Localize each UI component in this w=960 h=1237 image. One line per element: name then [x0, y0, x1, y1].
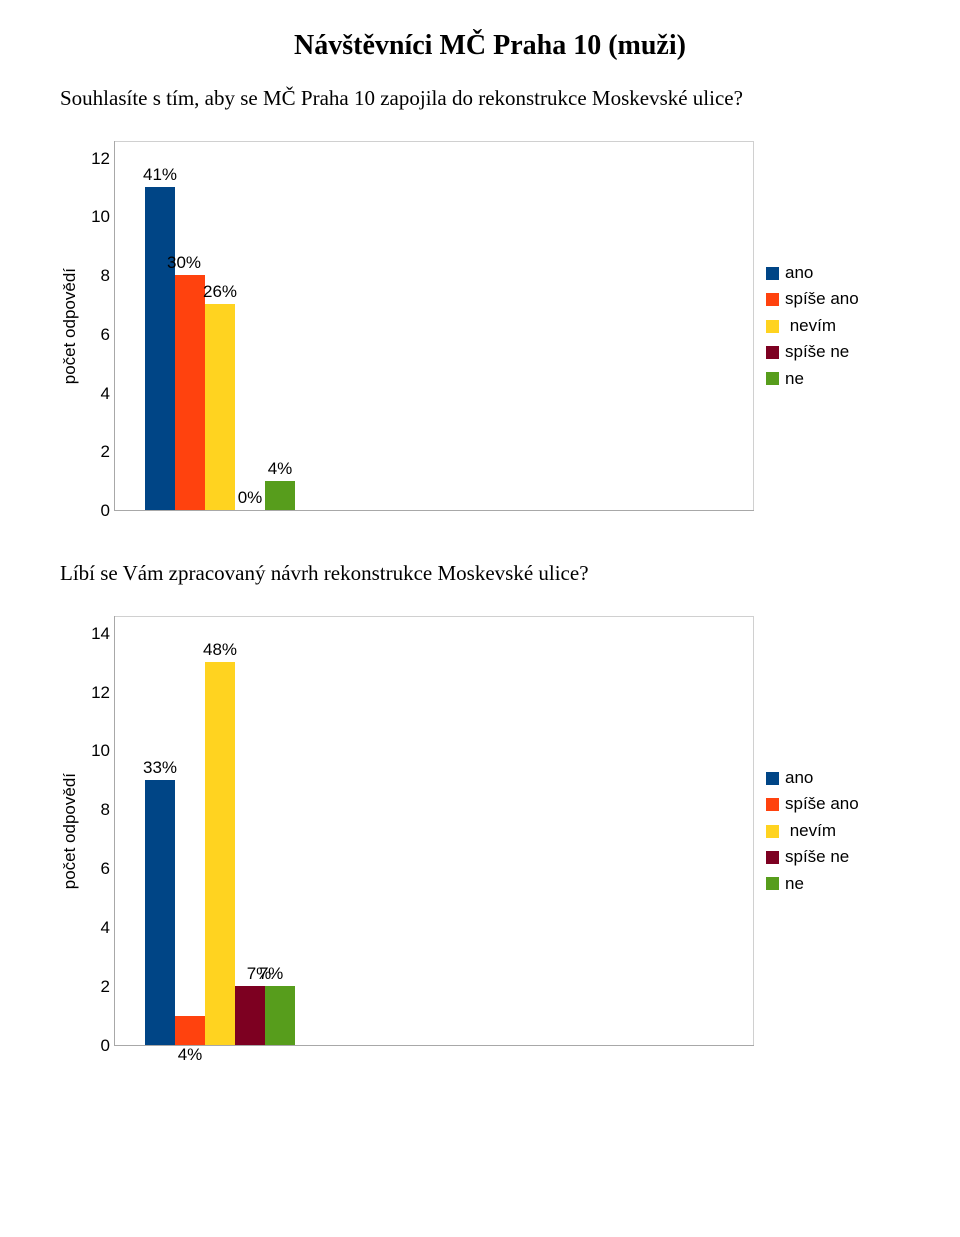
legend-label: spíše ano	[785, 286, 859, 312]
bar-label: 26%	[203, 282, 237, 302]
bar-label: 48%	[203, 640, 237, 660]
legend-swatch	[766, 293, 779, 306]
bar-label: 33%	[143, 758, 177, 778]
ytick: 8	[86, 800, 114, 820]
legend-swatch	[766, 772, 779, 785]
bar-ne: 7%	[265, 986, 295, 1045]
ytick: 0	[86, 501, 114, 521]
legend-label: ne	[785, 871, 804, 897]
bar-ano: 33%	[145, 780, 175, 1045]
ytick: 4	[86, 384, 114, 404]
ytick: 12	[86, 149, 114, 169]
bar-label: 4%	[178, 1045, 203, 1065]
chart-1: počet odpovědí 024681012 41%30%26%0%4% a…	[60, 141, 920, 511]
ytick: 6	[86, 325, 114, 345]
page: Návštěvníci MČ Praha 10 (muži) Souhlasít…	[0, 0, 960, 1116]
legend-item: nevím	[766, 313, 859, 339]
chart-2-ylabel: počet odpovědí	[60, 773, 80, 889]
ytick: 4	[86, 918, 114, 938]
legend-item: spíše ano	[766, 286, 859, 312]
ytick: 10	[86, 741, 114, 761]
ytick: 10	[86, 207, 114, 227]
bar-spíše-ano: 4%	[175, 1016, 205, 1045]
bar-nevím: 48%	[205, 662, 235, 1045]
chart-1-bars: 41%30%26%0%4%	[145, 187, 295, 510]
ytick: 12	[86, 683, 114, 703]
legend-item: ne	[766, 366, 859, 392]
legend-label: spíše ne	[785, 339, 849, 365]
legend-swatch	[766, 851, 779, 864]
ytick: 2	[86, 977, 114, 997]
legend-label: ano	[785, 765, 813, 791]
chart-1-ylabel: počet odpovědí	[60, 268, 80, 384]
chart-1-legend: anospíše ano nevímspíše nene	[766, 260, 859, 392]
legend-item: nevím	[766, 818, 859, 844]
ytick: 2	[86, 442, 114, 462]
question-2: Líbí se Vám zpracovaný návrh rekonstrukc…	[60, 561, 920, 586]
legend-item: ano	[766, 260, 859, 286]
chart-2: počet odpovědí 02468101214 33%4%48%7%7% …	[60, 616, 920, 1046]
legend-item: ano	[766, 765, 859, 791]
chart-2-bars: 33%4%48%7%7%	[145, 662, 295, 1045]
legend-label: nevím	[785, 313, 836, 339]
legend-item: spíše ne	[766, 844, 859, 870]
ytick: 14	[86, 624, 114, 644]
legend-label: ano	[785, 260, 813, 286]
page-title: Návštěvníci MČ Praha 10 (muži)	[60, 30, 920, 62]
legend-swatch	[766, 798, 779, 811]
chart-2-plot: 33%4%48%7%7%	[114, 616, 754, 1046]
question-1: Souhlasíte s tím, aby se MČ Praha 10 zap…	[60, 86, 920, 111]
chart-1-yaxis: 024681012	[86, 141, 114, 511]
bar-label: 7%	[259, 964, 284, 984]
chart-2-legend: anospíše ano nevímspíše nene	[766, 765, 859, 897]
ytick: 0	[86, 1036, 114, 1056]
legend-label: ne	[785, 366, 804, 392]
legend-swatch	[766, 825, 779, 838]
legend-item: spíše ne	[766, 339, 859, 365]
legend-label: spíše ne	[785, 844, 849, 870]
bar-ne: 4%	[265, 481, 295, 510]
chart-1-plot: 41%30%26%0%4%	[114, 141, 754, 511]
legend-swatch	[766, 877, 779, 890]
ytick: 8	[86, 266, 114, 286]
bar-ano: 41%	[145, 187, 175, 510]
legend-swatch	[766, 320, 779, 333]
legend-swatch	[766, 267, 779, 280]
legend-swatch	[766, 346, 779, 359]
legend-label: nevím	[785, 818, 836, 844]
bar-nevím: 26%	[205, 304, 235, 510]
legend-label: spíše ano	[785, 791, 859, 817]
chart-2-yaxis: 02468101214	[86, 616, 114, 1046]
bar-label: 0%	[238, 488, 263, 508]
bar-label: 41%	[143, 165, 177, 185]
legend-item: ne	[766, 871, 859, 897]
legend-swatch	[766, 372, 779, 385]
bar-label: 30%	[167, 253, 201, 273]
bar-spíše-ano: 30%	[175, 275, 205, 510]
legend-item: spíše ano	[766, 791, 859, 817]
ytick: 6	[86, 859, 114, 879]
bar-label: 4%	[268, 459, 293, 479]
bar-spíše-ne: 7%	[235, 986, 265, 1045]
